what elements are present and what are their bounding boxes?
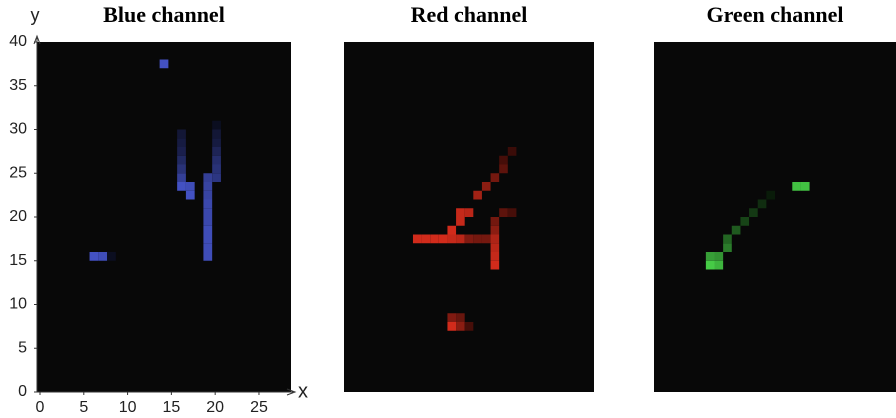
pixel	[203, 235, 212, 244]
pixel	[706, 261, 715, 270]
figure: Blue channel 0 5 10 15 20 25 30 35 40 0 5 10 15 20 25 y x…	[0, 0, 896, 418]
pixel	[499, 165, 508, 174]
pixel	[90, 252, 99, 261]
pixel	[792, 182, 801, 191]
pixel	[160, 60, 169, 69]
pixel	[715, 261, 724, 270]
pixel	[212, 165, 221, 174]
pixel	[212, 173, 221, 182]
pixel	[723, 243, 732, 252]
pixel	[758, 200, 767, 209]
pixel	[447, 235, 456, 244]
pixel	[177, 173, 186, 182]
x-axis-label: x	[298, 380, 308, 402]
pixel	[413, 235, 422, 244]
pixel	[465, 235, 474, 244]
pixel	[740, 217, 749, 226]
y-tick-label: 10	[9, 296, 27, 313]
pixel	[465, 208, 474, 217]
pixel	[430, 235, 439, 244]
pixel	[186, 182, 195, 191]
pixel	[491, 235, 500, 244]
pixel	[212, 138, 221, 147]
y-tick-label: 0	[18, 383, 27, 400]
pixel	[212, 130, 221, 139]
pixel	[203, 243, 212, 252]
pixel	[473, 191, 482, 200]
pixel	[491, 217, 500, 226]
pixel	[422, 235, 431, 244]
pixel	[447, 322, 456, 331]
pixel	[203, 226, 212, 235]
pixel	[456, 217, 465, 226]
pixel	[439, 235, 448, 244]
panel-title: Blue channel	[103, 2, 225, 27]
y-tick-label: 25	[9, 164, 27, 181]
panel-title: Green channel	[706, 2, 843, 27]
pixel	[177, 165, 186, 174]
x-tick-label: 20	[206, 399, 224, 416]
pixel	[491, 173, 500, 182]
pixel	[473, 235, 482, 244]
pixel	[482, 235, 491, 244]
pixel	[456, 322, 465, 331]
pixel	[447, 313, 456, 322]
pixel	[203, 191, 212, 200]
pixel	[203, 217, 212, 226]
pixel	[177, 130, 186, 139]
pixel	[491, 226, 500, 235]
pixel	[212, 147, 221, 156]
pixel	[203, 208, 212, 217]
pixel	[706, 252, 715, 261]
pixel	[177, 182, 186, 191]
pixel	[491, 243, 500, 252]
pixel	[203, 182, 212, 191]
pixel	[203, 252, 212, 261]
pixel	[749, 208, 758, 217]
pixel	[456, 208, 465, 217]
pixel	[107, 252, 116, 261]
y-tick-label: 40	[9, 33, 27, 50]
pixel	[212, 156, 221, 165]
pixel	[447, 226, 456, 235]
pixel	[177, 156, 186, 165]
x-tick-label: 5	[79, 399, 88, 416]
y-tick-label: 5	[18, 339, 27, 356]
pixel	[499, 208, 508, 217]
x-tick-label: 15	[162, 399, 180, 416]
y-tick-label: 35	[9, 77, 27, 94]
y-tick-label: 15	[9, 252, 27, 269]
pixel	[499, 156, 508, 165]
pixel	[98, 252, 107, 261]
pixel	[177, 147, 186, 156]
pixel	[508, 147, 517, 156]
pixel	[456, 235, 465, 244]
pixel	[508, 208, 517, 217]
x-tick-label: 0	[36, 399, 45, 416]
x-tick-label: 10	[119, 399, 137, 416]
pixel	[482, 182, 491, 191]
pixel	[801, 182, 810, 191]
x-tick-label: 25	[250, 399, 268, 416]
pixel	[491, 252, 500, 261]
pixel	[177, 138, 186, 147]
pixel	[732, 226, 741, 235]
pixel	[465, 322, 474, 331]
pixel	[491, 261, 500, 270]
plot-background	[37, 42, 291, 392]
y-axis-label: y	[31, 5, 40, 25]
pixel	[723, 235, 732, 244]
pixel	[715, 252, 724, 261]
pixel	[186, 191, 195, 200]
y-tick-label: 20	[9, 208, 27, 225]
pixel	[203, 200, 212, 209]
pixel	[456, 313, 465, 322]
pixel	[212, 121, 221, 130]
panel-title: Red channel	[411, 2, 528, 27]
pixel	[203, 173, 212, 182]
plot-background	[654, 42, 896, 392]
pixel	[766, 191, 775, 200]
y-tick-label: 30	[9, 121, 27, 138]
